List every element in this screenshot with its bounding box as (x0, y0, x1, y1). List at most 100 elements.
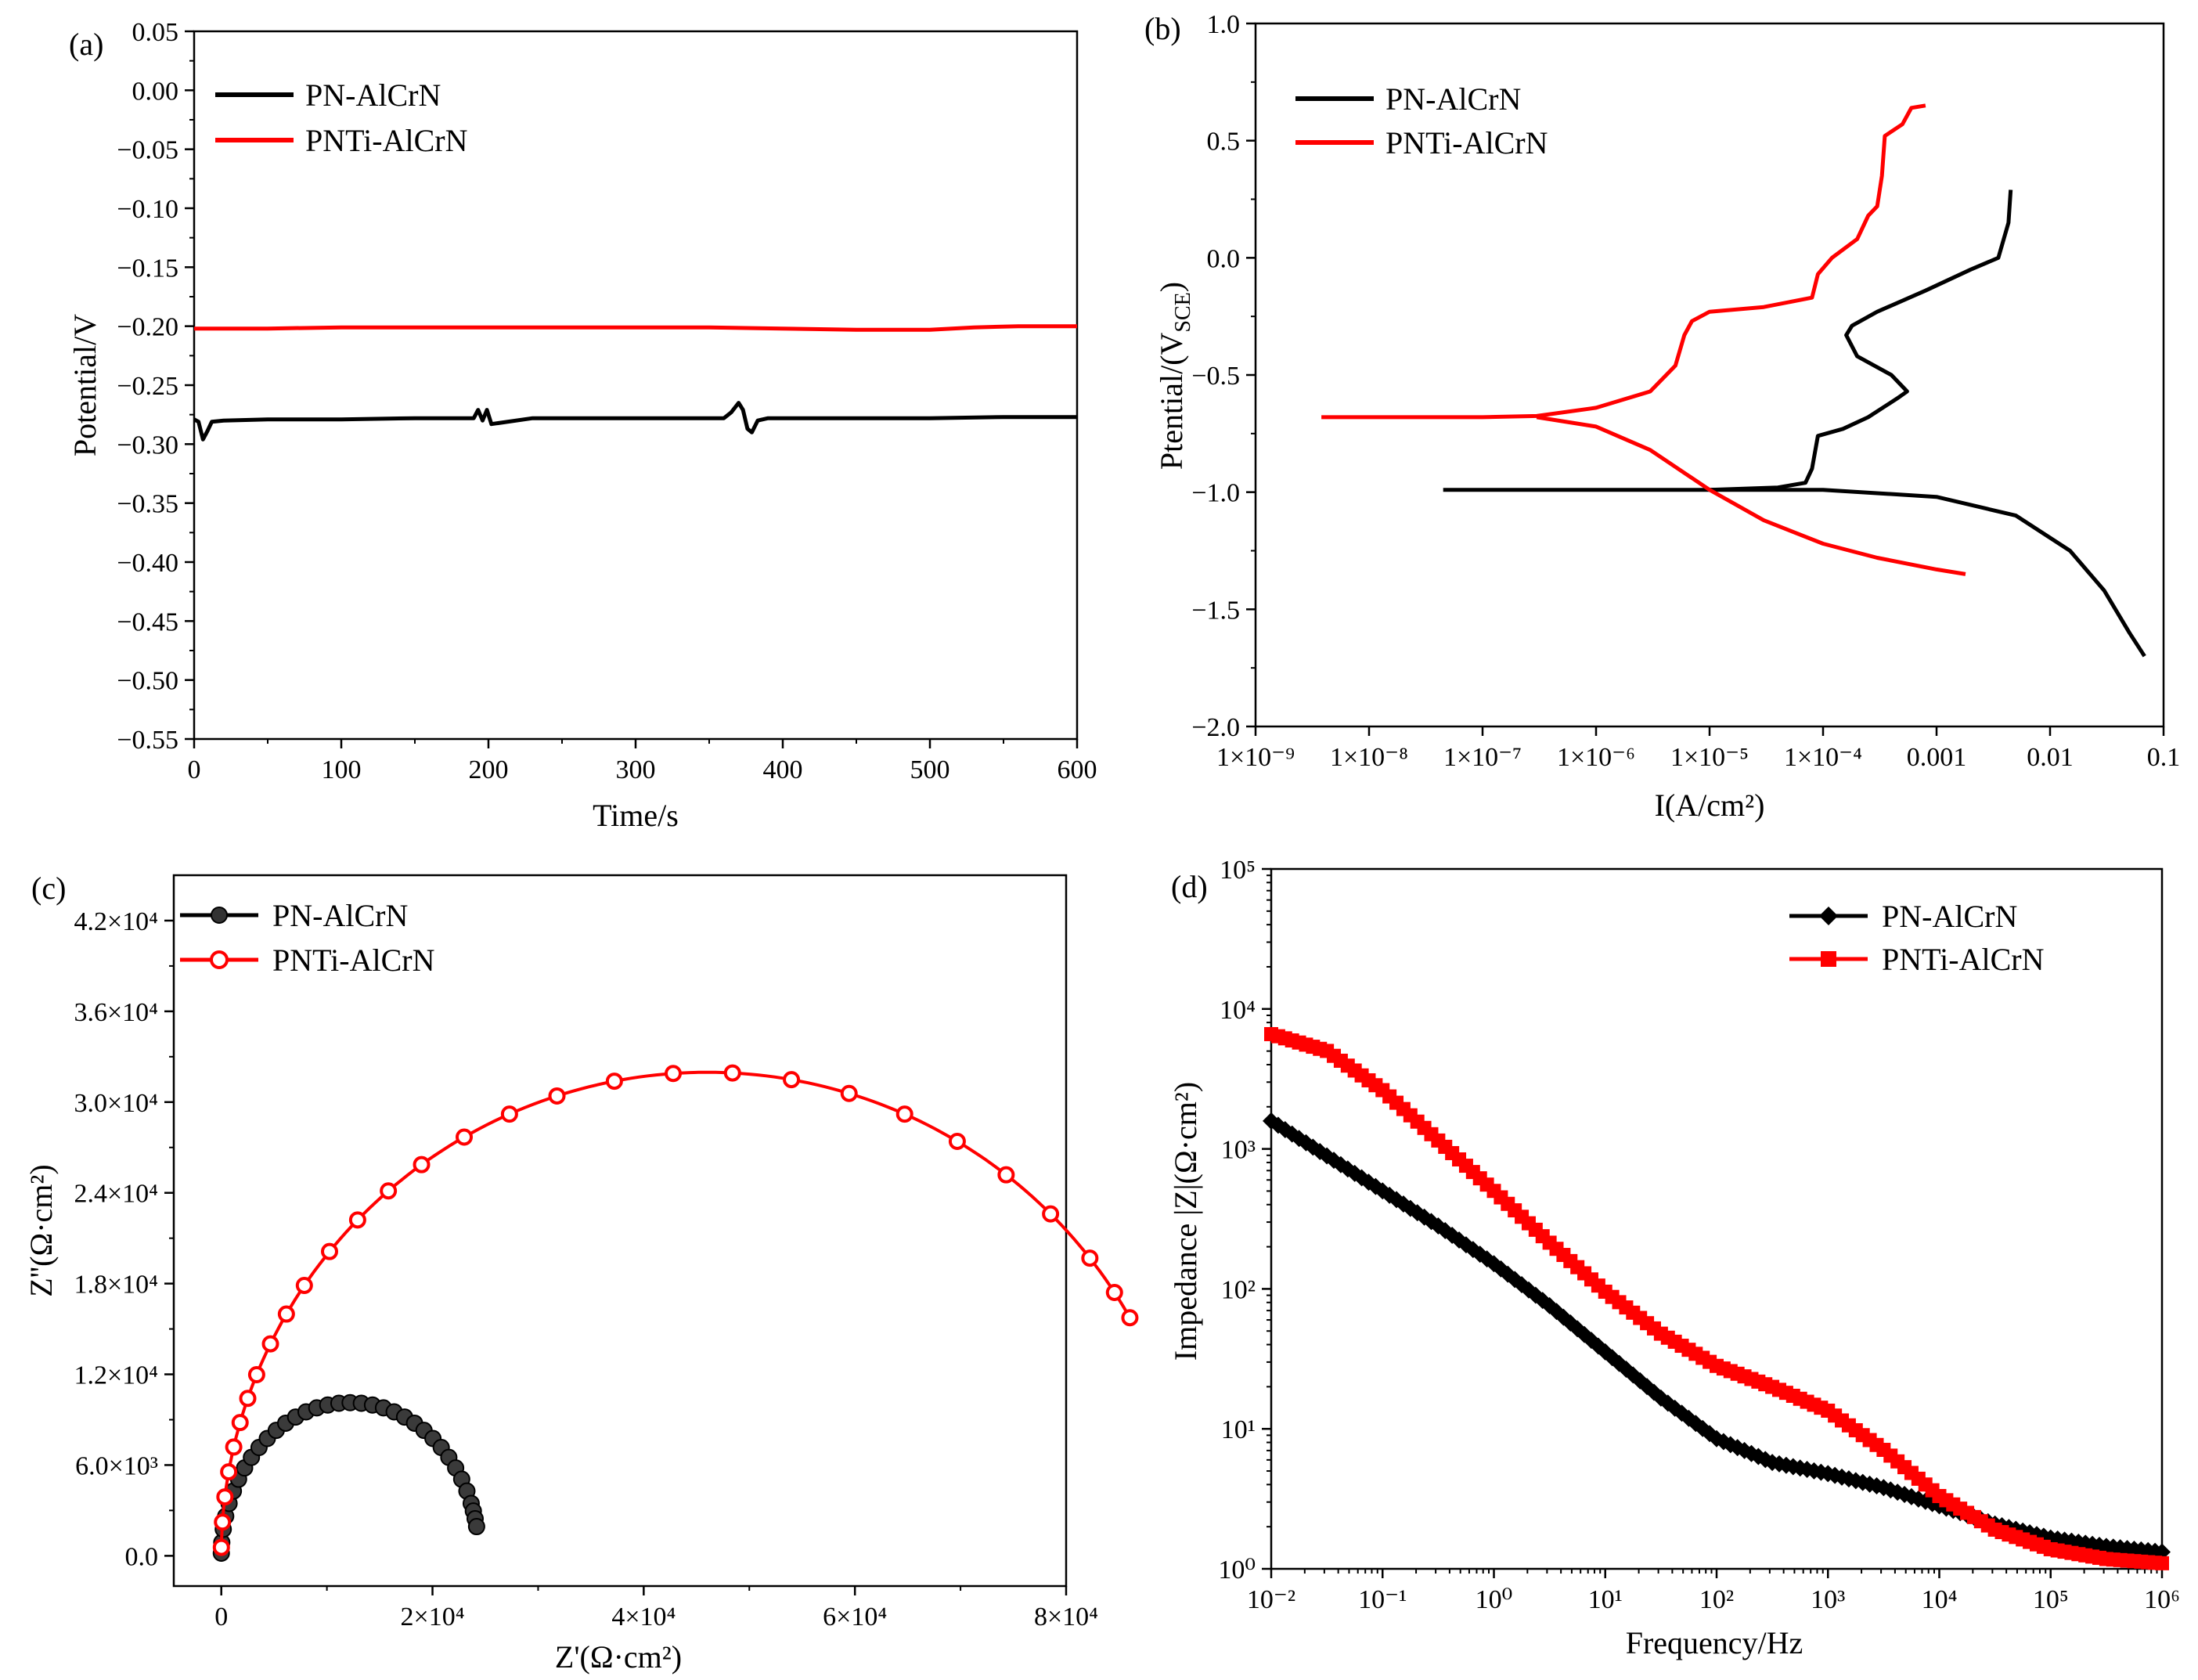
panel-c-y-tick-label-2: 1.2×10⁴ (74, 1361, 158, 1390)
panel-d-ticks: 10⁻² 10⁻¹ 10⁰ 10¹ 10² 10³ 10⁴ 10⁵ 10⁶ 10⁰ 10¹ 10² 10… (1218, 856, 2180, 1614)
panel-c-point-1-14 (413, 1155, 431, 1173)
panel-d-bode-plot: (d) 10⁻² 10⁻¹ 10⁰ 10¹ 10² 10³ 10⁴ 10⁵ 10⁶10⁰10¹1… (1168, 856, 2180, 1660)
panel-d-x-tick-label-0: 10⁻² (1247, 1585, 1295, 1614)
panel-b-y-axis-label: Ptential/(VSCE) (1154, 282, 1195, 470)
panel-a-x-tick-label-5: 500 (910, 755, 950, 784)
panel-a-y-tick-label-4: −0.15 (117, 254, 178, 283)
panel-a-y-tick-label-12: −0.55 (117, 726, 178, 755)
panel-c-x-axis-label: Z'(Ω·cm²) (555, 1639, 682, 1675)
panel-c-point-1-27 (1081, 1249, 1099, 1267)
panel-c-legend-marker-pnti (210, 950, 229, 969)
panel-d-y-axis-label: Impedance |Z|(Ω·cm²) (1168, 1082, 1203, 1361)
panel-a-y-tick-label-10: −0.45 (117, 607, 178, 636)
panel-a-y-tick-label-2: −0.05 (117, 136, 178, 165)
panel-a-ticks: 0 100 200 300 400 500 600 0.05 0.00 −0.05 −0.10 −0.… (117, 18, 1097, 784)
panel-d-y-tick-label-2: 10² (1221, 1275, 1256, 1304)
panel-c-line-1 (219, 1070, 1130, 1556)
panel-d-x-axis-label: Frequency/Hz (1626, 1625, 1803, 1660)
panel-a-legend: PN-AlCrN PNTi-AlCrN (215, 78, 467, 158)
panel-a-y-tick-label-5: −0.20 (117, 313, 178, 342)
panel-a-y-tick-label-9: −0.40 (117, 549, 178, 578)
panel-a-line-0 (193, 401, 1077, 442)
panel-d-x-tick-label-8: 10⁶ (2144, 1585, 2180, 1614)
panel-c-legend-label-pnti: PNTi-AlCrN (272, 943, 434, 978)
panel-c-y-tick-label-4: 2.4×10⁴ (74, 1180, 158, 1209)
panel-c-point-1-21 (783, 1071, 801, 1089)
panel-c-point-1-25 (997, 1166, 1015, 1184)
panel-c-point-1-10 (295, 1276, 313, 1294)
panel-d-y-tick-label-4: 10⁴ (1220, 996, 1256, 1025)
panel-c-ticks: 0 2×10⁴ 4×10⁴ 6×10⁴ 8×10⁴ 0.0 6.0×10³ 1.2×10⁴ 1.… (74, 907, 1098, 1631)
panel-d-x-tick-label-7: 10⁵ (2033, 1585, 2069, 1614)
panel-d-label: (d) (1171, 869, 1208, 904)
panel-c-point-1-11 (321, 1242, 339, 1260)
panel-b-x-tick-label-7: 0.01 (2027, 743, 2074, 772)
panel-c-legend-marker-pn (211, 907, 228, 924)
panel-a-legend-label-pnti: PNTi-AlCrN (305, 123, 467, 158)
panel-b-ticks: 1×10⁻⁹ 1×10⁻⁸ 1×10⁻⁷ 1×10⁻⁶ 1×10⁻⁵ 1×10⁻⁴ 0.00… (1191, 10, 2180, 772)
panel-a-label: (a) (69, 27, 103, 62)
panel-b-y-tick-label-0: 1.0 (1207, 10, 1241, 39)
panel-b-y-tick-label-4: −1.0 (1191, 479, 1240, 508)
panel-b-y-tick-label-3: −0.5 (1191, 362, 1240, 391)
panel-d-series (1263, 1026, 2171, 1570)
panel-d-legend: PN-AlCrN PNTi-AlCrN (1789, 899, 2044, 977)
panel-a-legend-label-pn: PN-AlCrN (305, 78, 441, 113)
panel-b-y-axis-label-main: Ptential/(V (1154, 332, 1189, 470)
panel-b-x-axis-label: I(A/cm²) (1655, 788, 1765, 823)
panel-a-y-tick-label-7: −0.30 (117, 431, 178, 460)
panel-c-point-1-2 (216, 1488, 234, 1506)
panel-c-x-tick-label-2: 4×10⁴ (611, 1602, 676, 1631)
panel-c-series (212, 1064, 1139, 1562)
panel-b-y-tick-label-1: 0.5 (1207, 128, 1241, 157)
panel-c-point-1-6 (239, 1390, 257, 1408)
panel-a-x-axis-label: Time/s (593, 798, 679, 833)
panel-c-y-tick-label-0: 0.0 (125, 1542, 159, 1571)
panel-c-y-tick-label-7: 4.2×10⁴ (74, 907, 158, 936)
panel-d-y-tick-label-3: 10³ (1221, 1136, 1256, 1165)
panel-c-point-0-35 (467, 1518, 485, 1536)
panel-d-legend-label-pn: PN-AlCrN (1882, 899, 2017, 934)
panel-c-y-tick-label-6: 3.6×10⁴ (74, 998, 158, 1027)
panel-a-y-tick-label-11: −0.50 (117, 667, 178, 696)
panel-b-line-0 (1443, 189, 2013, 492)
panel-a-y-tick-label-8: −0.35 (117, 490, 178, 519)
panel-c-y-tick-label-3: 1.8×10⁴ (74, 1271, 158, 1300)
panel-d-x-tick-label-3: 10¹ (1588, 1585, 1623, 1614)
panel-a-y-tick-label-6: −0.25 (117, 372, 178, 401)
panel-a-x-tick-label-0: 0 (188, 755, 201, 784)
panel-b-x-tick-label-2: 1×10⁻⁷ (1443, 743, 1522, 772)
panel-c-plot-frame (172, 874, 1068, 1588)
panel-b-y-axis-label-end: ) (1154, 282, 1189, 292)
panel-c-point-1-24 (948, 1132, 966, 1150)
panel-b-y-axis-label-sub: SCE (1171, 292, 1195, 332)
panel-c-point-1-18 (605, 1073, 623, 1091)
panel-c-point-1-1 (214, 1513, 232, 1531)
panel-c-point-1-8 (261, 1335, 279, 1353)
panel-d-legend-marker-pnti (1821, 951, 1836, 967)
panel-b-line-3 (1536, 415, 1966, 576)
panel-b-series (1321, 103, 2146, 658)
panel-c-point-1-20 (723, 1064, 741, 1082)
panel-c-line-0 (219, 1401, 478, 1556)
panel-d-x-tick-label-1: 10⁻¹ (1358, 1585, 1407, 1614)
panel-c-x-tick-label-1: 2×10⁴ (401, 1602, 465, 1631)
panel-c-x-tick-label-0: 0 (214, 1602, 228, 1631)
panel-d-y-tick-label-0: 10⁰ (1218, 1556, 1256, 1584)
panel-d-point-1-128 (2155, 1556, 2169, 1570)
panel-c-x-tick-label-4: 8×10⁴ (1034, 1602, 1098, 1631)
panel-b-line-1 (1710, 488, 2146, 658)
panel-b-y-tick-label-2: 0.0 (1207, 244, 1241, 273)
panel-b-legend: PN-AlCrN PNTi-AlCrN (1295, 81, 1548, 160)
panel-d-x-tick-label-5: 10³ (1811, 1585, 1845, 1614)
panel-c-point-1-4 (225, 1438, 243, 1456)
panel-c-point-1-23 (895, 1105, 913, 1123)
panel-c-point-1-28 (1105, 1283, 1123, 1301)
panel-b-y-tick-label-6: −2.0 (1191, 713, 1240, 742)
panel-b-x-tick-label-0: 1×10⁻⁹ (1216, 743, 1295, 772)
panel-c-point-1-22 (840, 1084, 858, 1102)
panel-a-y-tick-label-1: 0.00 (132, 77, 179, 106)
panel-c-point-1-26 (1042, 1205, 1060, 1223)
panel-c-point-1-3 (220, 1463, 238, 1481)
